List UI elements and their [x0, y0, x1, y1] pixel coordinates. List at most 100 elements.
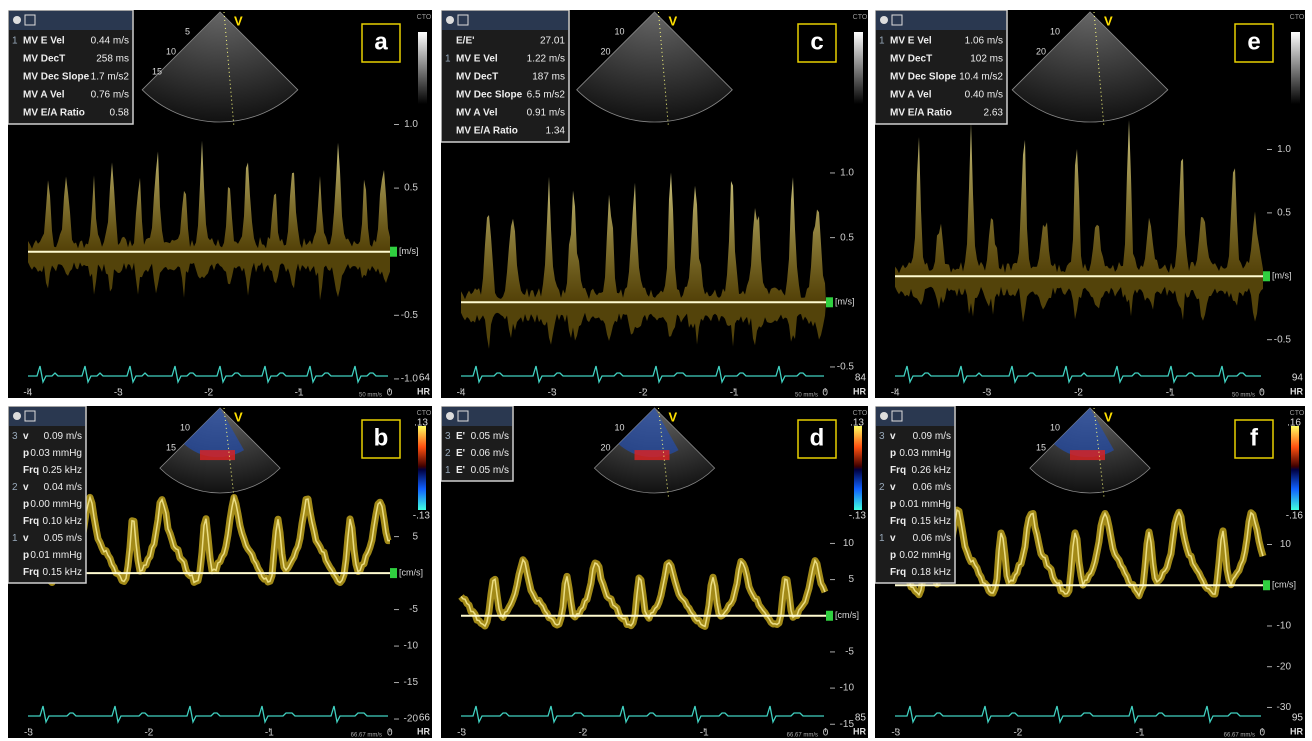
x-tick-label: -1 — [700, 728, 709, 738]
header-icon — [880, 412, 888, 420]
panel-canvas: V1015CTO.16-.16f[cm/s]10-10-20-30-3-2-10… — [875, 406, 1305, 738]
x-tick-label: -2 — [144, 728, 153, 738]
spectral-waveform — [895, 276, 1263, 322]
figure: V51015CTOa[m/s]1.00.5-0.5-1.0-4-3-2-1050… — [0, 0, 1312, 741]
x-tick-label: 0 — [822, 388, 828, 398]
x-tick-label: 0 — [387, 388, 393, 398]
measurement-label: p — [890, 499, 896, 510]
measurement-label: E/E' — [456, 36, 475, 47]
measurement-label: Frq — [890, 516, 906, 527]
measurement-label: MV Dec Slope — [890, 72, 957, 83]
measurement-value: 0.10 kHz — [43, 516, 82, 527]
baseline-marker — [1263, 580, 1270, 590]
measurement-marker: 3 — [445, 431, 451, 442]
measurement-label: MV DecT — [890, 54, 932, 65]
y-tick-label: 5 — [412, 531, 418, 542]
measurement-value: 0.01 mmHg — [899, 499, 951, 510]
baseline-marker — [826, 297, 833, 307]
y-tick-label: -20 — [1277, 661, 1292, 672]
measurement-value: 258 ms — [96, 54, 129, 65]
y-tick-label: 10 — [843, 538, 855, 549]
measurement-value: 0.25 kHz — [43, 465, 82, 476]
measurement-label: p — [23, 448, 29, 459]
sector-mark: V — [669, 409, 678, 424]
measurement-label: v — [23, 431, 29, 442]
y-tick-label: -10 — [404, 641, 419, 652]
measurement-value: 1.22 m/s — [527, 54, 565, 65]
measurement-label: MV E Vel — [23, 36, 65, 47]
measurement-label: MV A Vel — [23, 90, 65, 101]
measurement-header — [442, 11, 568, 30]
sector-mark: V — [234, 13, 243, 28]
measurement-value: 2.63 — [984, 108, 1004, 119]
measurement-value: 0.91 m/s — [527, 108, 565, 119]
baseline-marker — [390, 247, 397, 257]
depth-label: 20 — [1036, 46, 1046, 56]
spectral-waveform — [28, 252, 390, 301]
sector-image — [142, 12, 298, 122]
x-tick-label: 0 — [387, 728, 393, 738]
x-tick-label: 0 — [1259, 728, 1265, 738]
y-tick-label: -5 — [845, 647, 854, 658]
measurement-value: 0.00 mmHg — [30, 499, 82, 510]
depth-label: 10 — [180, 422, 190, 432]
heart-rate: 95 — [1292, 713, 1304, 724]
measurement-value: 0.05 m/s — [471, 431, 509, 442]
unit-label: [m/s] — [399, 246, 419, 256]
measurement-label: E' — [456, 431, 465, 442]
y-tick-label: 0.5 — [1277, 208, 1291, 219]
heart-rate: 85 — [855, 713, 867, 724]
x-tick-label: -1 — [265, 728, 274, 738]
measurement-label: Frq — [890, 567, 906, 578]
measurement-label: p — [890, 550, 896, 561]
header-icon — [446, 412, 454, 420]
measurement-label: MV DecT — [456, 72, 498, 83]
measurement-label: v — [890, 533, 896, 544]
x-tick-label: -3 — [982, 388, 991, 398]
ecg-trace — [461, 366, 824, 382]
measurement-marker: 2 — [445, 448, 451, 459]
y-tick-label: 0.5 — [404, 183, 418, 194]
ecg-trace — [895, 366, 1261, 382]
measurement-label: MV E/A Ratio — [456, 126, 518, 137]
heart-rate-label: HR — [853, 726, 866, 736]
heart-rate-label: HR — [853, 386, 866, 396]
color-bar — [1291, 426, 1299, 510]
measurement-marker: 1 — [879, 36, 885, 47]
color-flow — [635, 450, 670, 460]
unit-label: [m/s] — [1272, 271, 1292, 281]
color-bar-top: .13 — [414, 418, 428, 429]
measurement-value: 187 ms — [532, 72, 565, 83]
measurement-value: 0.44 m/s — [91, 36, 129, 47]
x-tick-label: 0 — [1259, 388, 1265, 398]
measurement-value: 1.7 m/s2 — [91, 72, 130, 83]
sweep-speed: 50 mm/s — [359, 393, 382, 398]
color-flow — [1070, 450, 1105, 460]
x-tick-label: -2 — [1074, 388, 1083, 398]
panel-canvas: V51015CTOa[m/s]1.00.5-0.5-1.0-4-3-2-1050… — [8, 10, 432, 398]
x-tick-label: -2 — [578, 728, 587, 738]
sweep-speed: 66.67 mm/s — [1224, 733, 1255, 738]
header-icon — [446, 16, 454, 24]
y-tick-label: 1.0 — [1277, 144, 1291, 155]
measurement-value: 0.06 m/s — [913, 533, 951, 544]
measurement-value: 0.40 m/s — [965, 90, 1003, 101]
depth-label: 20 — [600, 442, 610, 452]
x-tick-label: -3 — [114, 388, 123, 398]
measurement-value: 102 ms — [970, 54, 1003, 65]
measurement-marker: 2 — [879, 482, 885, 493]
measurement-value: 0.04 m/s — [44, 482, 82, 493]
y-tick-label: -30 — [1277, 702, 1292, 713]
y-tick-label: -0.5 — [1274, 334, 1292, 345]
panel-letter: a — [374, 28, 388, 55]
y-tick-label: -0.5 — [401, 310, 419, 321]
measurement-label: Frq — [23, 465, 39, 476]
sector-image — [1012, 12, 1168, 122]
ecg-trace — [461, 706, 824, 722]
x-tick-label: -3 — [891, 728, 900, 738]
panel-letter: b — [374, 424, 389, 451]
measurement-value: 6.5 m/s2 — [527, 90, 566, 101]
